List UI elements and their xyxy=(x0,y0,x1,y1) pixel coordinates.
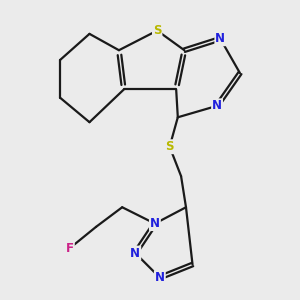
Text: S: S xyxy=(153,24,161,37)
Text: N: N xyxy=(130,247,140,260)
Text: F: F xyxy=(66,242,74,255)
Text: N: N xyxy=(155,271,165,284)
Text: N: N xyxy=(150,217,160,230)
Text: N: N xyxy=(215,32,225,45)
Text: N: N xyxy=(212,99,222,112)
Text: S: S xyxy=(165,140,174,153)
